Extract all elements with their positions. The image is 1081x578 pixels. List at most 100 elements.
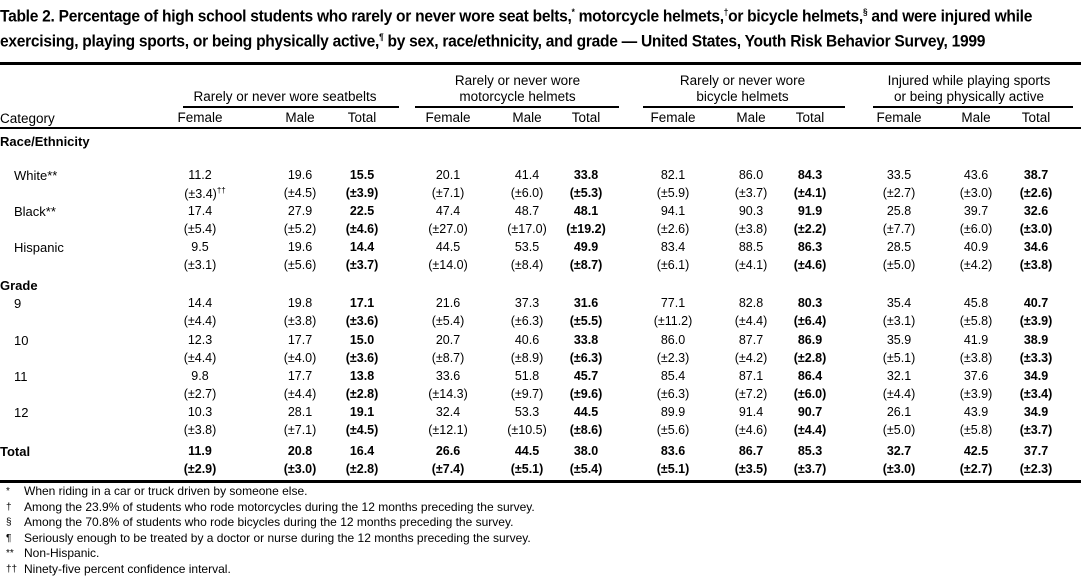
column-header-female: Female xyxy=(425,110,471,125)
table-cell-value: 10.3 xyxy=(187,405,213,419)
table-cell-ci: (±4.4) xyxy=(260,387,340,401)
row-label: White** xyxy=(14,168,58,183)
ci-text: (±8.7) xyxy=(431,351,465,365)
table-cell-value: 82.8 xyxy=(738,296,764,310)
table-cell-value: 32.4 xyxy=(435,405,461,419)
table-cell-value: 33.6 xyxy=(435,369,461,383)
group-header-line xyxy=(170,73,400,89)
ci-text: (±8.6) xyxy=(569,423,603,437)
footnote-mark: § xyxy=(6,517,12,528)
ci-text: (±10.5) xyxy=(507,423,547,437)
ci-text: (±3.3) xyxy=(1019,351,1053,365)
table-cell-ci: (±4.1) xyxy=(770,186,850,200)
table-cell-ci: (±6.3) xyxy=(633,387,713,401)
row-label: 12 xyxy=(14,405,29,420)
footnote-mark: † xyxy=(6,501,12,513)
table-cell-ci: (±4.6) xyxy=(322,222,402,236)
ci-text: (±4.6) xyxy=(734,423,768,437)
table-cell-value: 53.3 xyxy=(514,405,540,419)
ci-text: (±17.0) xyxy=(507,222,547,236)
table-cell-value: 86.0 xyxy=(660,333,686,347)
table-cell-ci: (±3.4)†† xyxy=(165,186,245,201)
ci-text: (±3.7) xyxy=(734,186,768,200)
table-cell-ci: (±3.3) xyxy=(996,351,1076,365)
ci-text: (±5.9) xyxy=(656,186,690,200)
table-cell-value: 17.4 xyxy=(187,204,213,218)
group-header-bicycle: Rarely or never wore bicycle helmets xyxy=(640,73,845,105)
table-cell-ci: (±4.0) xyxy=(260,351,340,365)
table-cell-value: 33.8 xyxy=(573,333,599,347)
ci-text: (±3.8) xyxy=(183,423,217,437)
title-text: by sex, race/ethnicity, and grade — Unit… xyxy=(383,31,986,51)
ci-text: (±7.4) xyxy=(431,462,465,476)
table-cell-value: 17.7 xyxy=(287,369,313,383)
table-cell-ci: (±10.5) xyxy=(487,423,567,437)
table-cell-ci: (±8.6) xyxy=(546,423,626,437)
table-cell-ci: (±5.1) xyxy=(859,351,939,365)
table-cell-value: 26.6 xyxy=(435,444,461,458)
table-cell-ci: (±19.2) xyxy=(546,222,626,236)
ci-text: (±5.8) xyxy=(959,423,993,437)
table-cell-ci: (±11.2) xyxy=(633,314,713,328)
table-cell-value: 38.9 xyxy=(1023,333,1049,347)
group-header-line: Rarely or never wore seatbelts xyxy=(193,89,377,104)
table-cell-value: 13.8 xyxy=(349,369,375,383)
table-cell-value: 40.7 xyxy=(1023,296,1049,310)
ci-text: (±3.9) xyxy=(959,387,993,401)
table-cell-ci: (±6.0) xyxy=(936,222,1016,236)
row-label: 10 xyxy=(14,333,29,348)
table-cell-value: 91.9 xyxy=(797,204,823,218)
group-underline xyxy=(415,106,619,108)
ci-text: (±3.6) xyxy=(345,314,379,328)
ci-text: (±4.1) xyxy=(734,258,768,272)
table-cell-ci: (±6.0) xyxy=(770,387,850,401)
footnote-mark: * xyxy=(571,7,575,17)
table-title: Table 2. Percentage of high school stude… xyxy=(0,2,1080,51)
table-cell-ci: (±14.0) xyxy=(408,258,488,272)
table-cell-value: 86.0 xyxy=(738,168,764,182)
table-cell-ci: (±3.7) xyxy=(770,462,850,476)
ci-text: (±5.6) xyxy=(656,423,690,437)
footnote: § Among the 70.8% of students who rode bi… xyxy=(6,515,513,531)
table-cell-ci: (±2.7) xyxy=(859,186,939,200)
table-cell-ci: (±7.1) xyxy=(260,423,340,437)
table-cell-value: 34.9 xyxy=(1023,369,1049,383)
footnote: †† Ninety-five percent confidence interva… xyxy=(6,562,231,578)
column-header-total: Total xyxy=(571,110,601,125)
table-cell-value: 48.1 xyxy=(573,204,599,218)
title-text: or bicycle helmets, xyxy=(728,6,863,26)
ci-text: (±3.8) xyxy=(1019,258,1053,272)
table-cell-ci: (±4.5) xyxy=(260,186,340,200)
table-cell-value: 47.4 xyxy=(435,204,461,218)
table-cell-ci: (±5.1) xyxy=(487,462,567,476)
ci-text: (±4.4) xyxy=(793,423,827,437)
table-cell-value: 34.6 xyxy=(1023,240,1049,254)
table-cell-value: 84.3 xyxy=(797,168,823,182)
table-cell-ci: (±5.9) xyxy=(633,186,713,200)
table-cell-ci: (±8.7) xyxy=(546,258,626,272)
ci-text: (±4.2) xyxy=(734,351,768,365)
ci-text: (±5.1) xyxy=(656,462,690,476)
table-cell-value: 90.3 xyxy=(738,204,764,218)
table-cell-value: 44.5 xyxy=(435,240,461,254)
table-cell-value: 40.9 xyxy=(963,240,989,254)
table-cell-ci: (±6.0) xyxy=(487,186,567,200)
ci-text: (±5.0) xyxy=(882,423,916,437)
table-cell-value: 85.3 xyxy=(797,444,823,458)
ci-text: (±2.7) xyxy=(959,462,993,476)
ci-text: (±2.8) xyxy=(345,462,379,476)
ci-text: (±3.8) xyxy=(734,222,768,236)
table-cell-value: 51.8 xyxy=(514,369,540,383)
table-cell-value: 25.8 xyxy=(886,204,912,218)
table-cell-ci: (±3.7) xyxy=(322,258,402,272)
footnote-text: Ninety-five percent confidence interval. xyxy=(24,561,231,576)
ci-text: (±6.0) xyxy=(510,186,544,200)
table-cell-ci: (±5.5) xyxy=(546,314,626,328)
ci-text: (±9.7) xyxy=(510,387,544,401)
footnote-mark: †† xyxy=(6,563,18,575)
table-cell-value: 16.4 xyxy=(349,444,375,458)
ci-text: (±3.9) xyxy=(345,186,379,200)
ci-text: (±5.4) xyxy=(431,314,465,328)
table-cell-value: 11.9 xyxy=(188,444,212,458)
table-cell-value: 44.5 xyxy=(514,444,540,458)
